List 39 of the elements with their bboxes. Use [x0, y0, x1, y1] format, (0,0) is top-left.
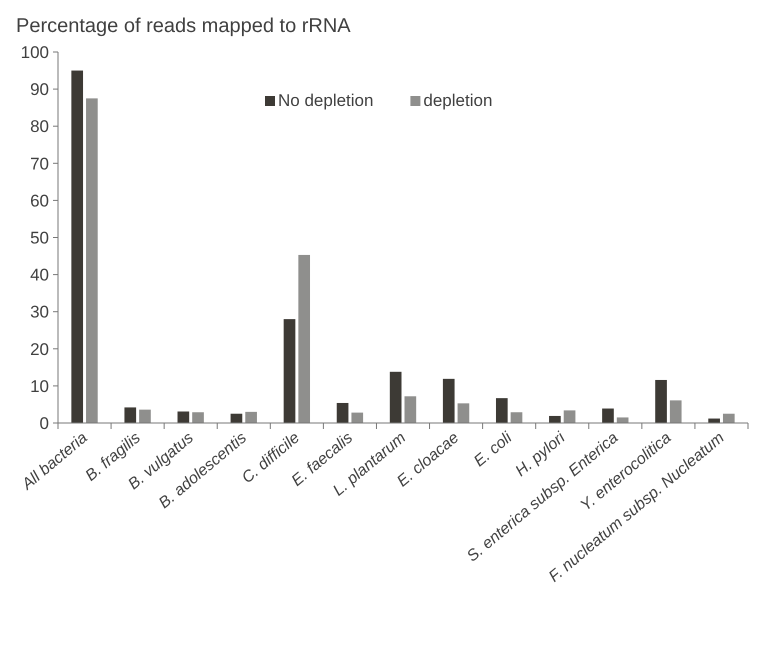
- y-tick-label: 0: [40, 414, 49, 433]
- legend-label: No depletion: [278, 91, 374, 110]
- y-tick-label: 100: [20, 42, 49, 62]
- legend-label: depletion: [423, 91, 492, 110]
- x-tick-label: E. coli: [471, 429, 516, 470]
- bar: [336, 402, 348, 423]
- bar: [390, 372, 402, 423]
- y-tick-label: 70: [30, 154, 49, 174]
- y-tick-label: 40: [30, 266, 49, 285]
- bar: [230, 414, 242, 423]
- bar: [564, 410, 576, 423]
- bar: [245, 412, 257, 423]
- bar: [298, 254, 310, 423]
- bar: [655, 380, 667, 423]
- bar: [670, 400, 682, 423]
- bar: [351, 412, 364, 423]
- y-tick-label: 50: [30, 228, 49, 248]
- y-tick-label: 60: [30, 191, 49, 210]
- y-tick-label: 20: [30, 340, 49, 359]
- y-tick-label: 10: [30, 376, 49, 396]
- bar: [549, 416, 561, 423]
- bar: [139, 410, 151, 423]
- bar: [722, 414, 735, 423]
- bar: [496, 398, 508, 423]
- bar: [442, 378, 455, 423]
- bar: [602, 408, 614, 423]
- bar: [458, 403, 470, 423]
- bar: [404, 396, 416, 423]
- bar: [510, 412, 522, 423]
- bar: [192, 412, 204, 423]
- chart-title: Percentage of reads mapped to rRNA: [16, 15, 352, 37]
- bar: [284, 319, 296, 423]
- y-tick-label: 90: [30, 80, 49, 100]
- bar: [86, 98, 98, 423]
- bar: [178, 412, 190, 423]
- y-tick-label: 30: [30, 302, 49, 322]
- bar: [71, 70, 84, 423]
- bar: [124, 407, 136, 423]
- y-tick-label: 80: [30, 117, 49, 136]
